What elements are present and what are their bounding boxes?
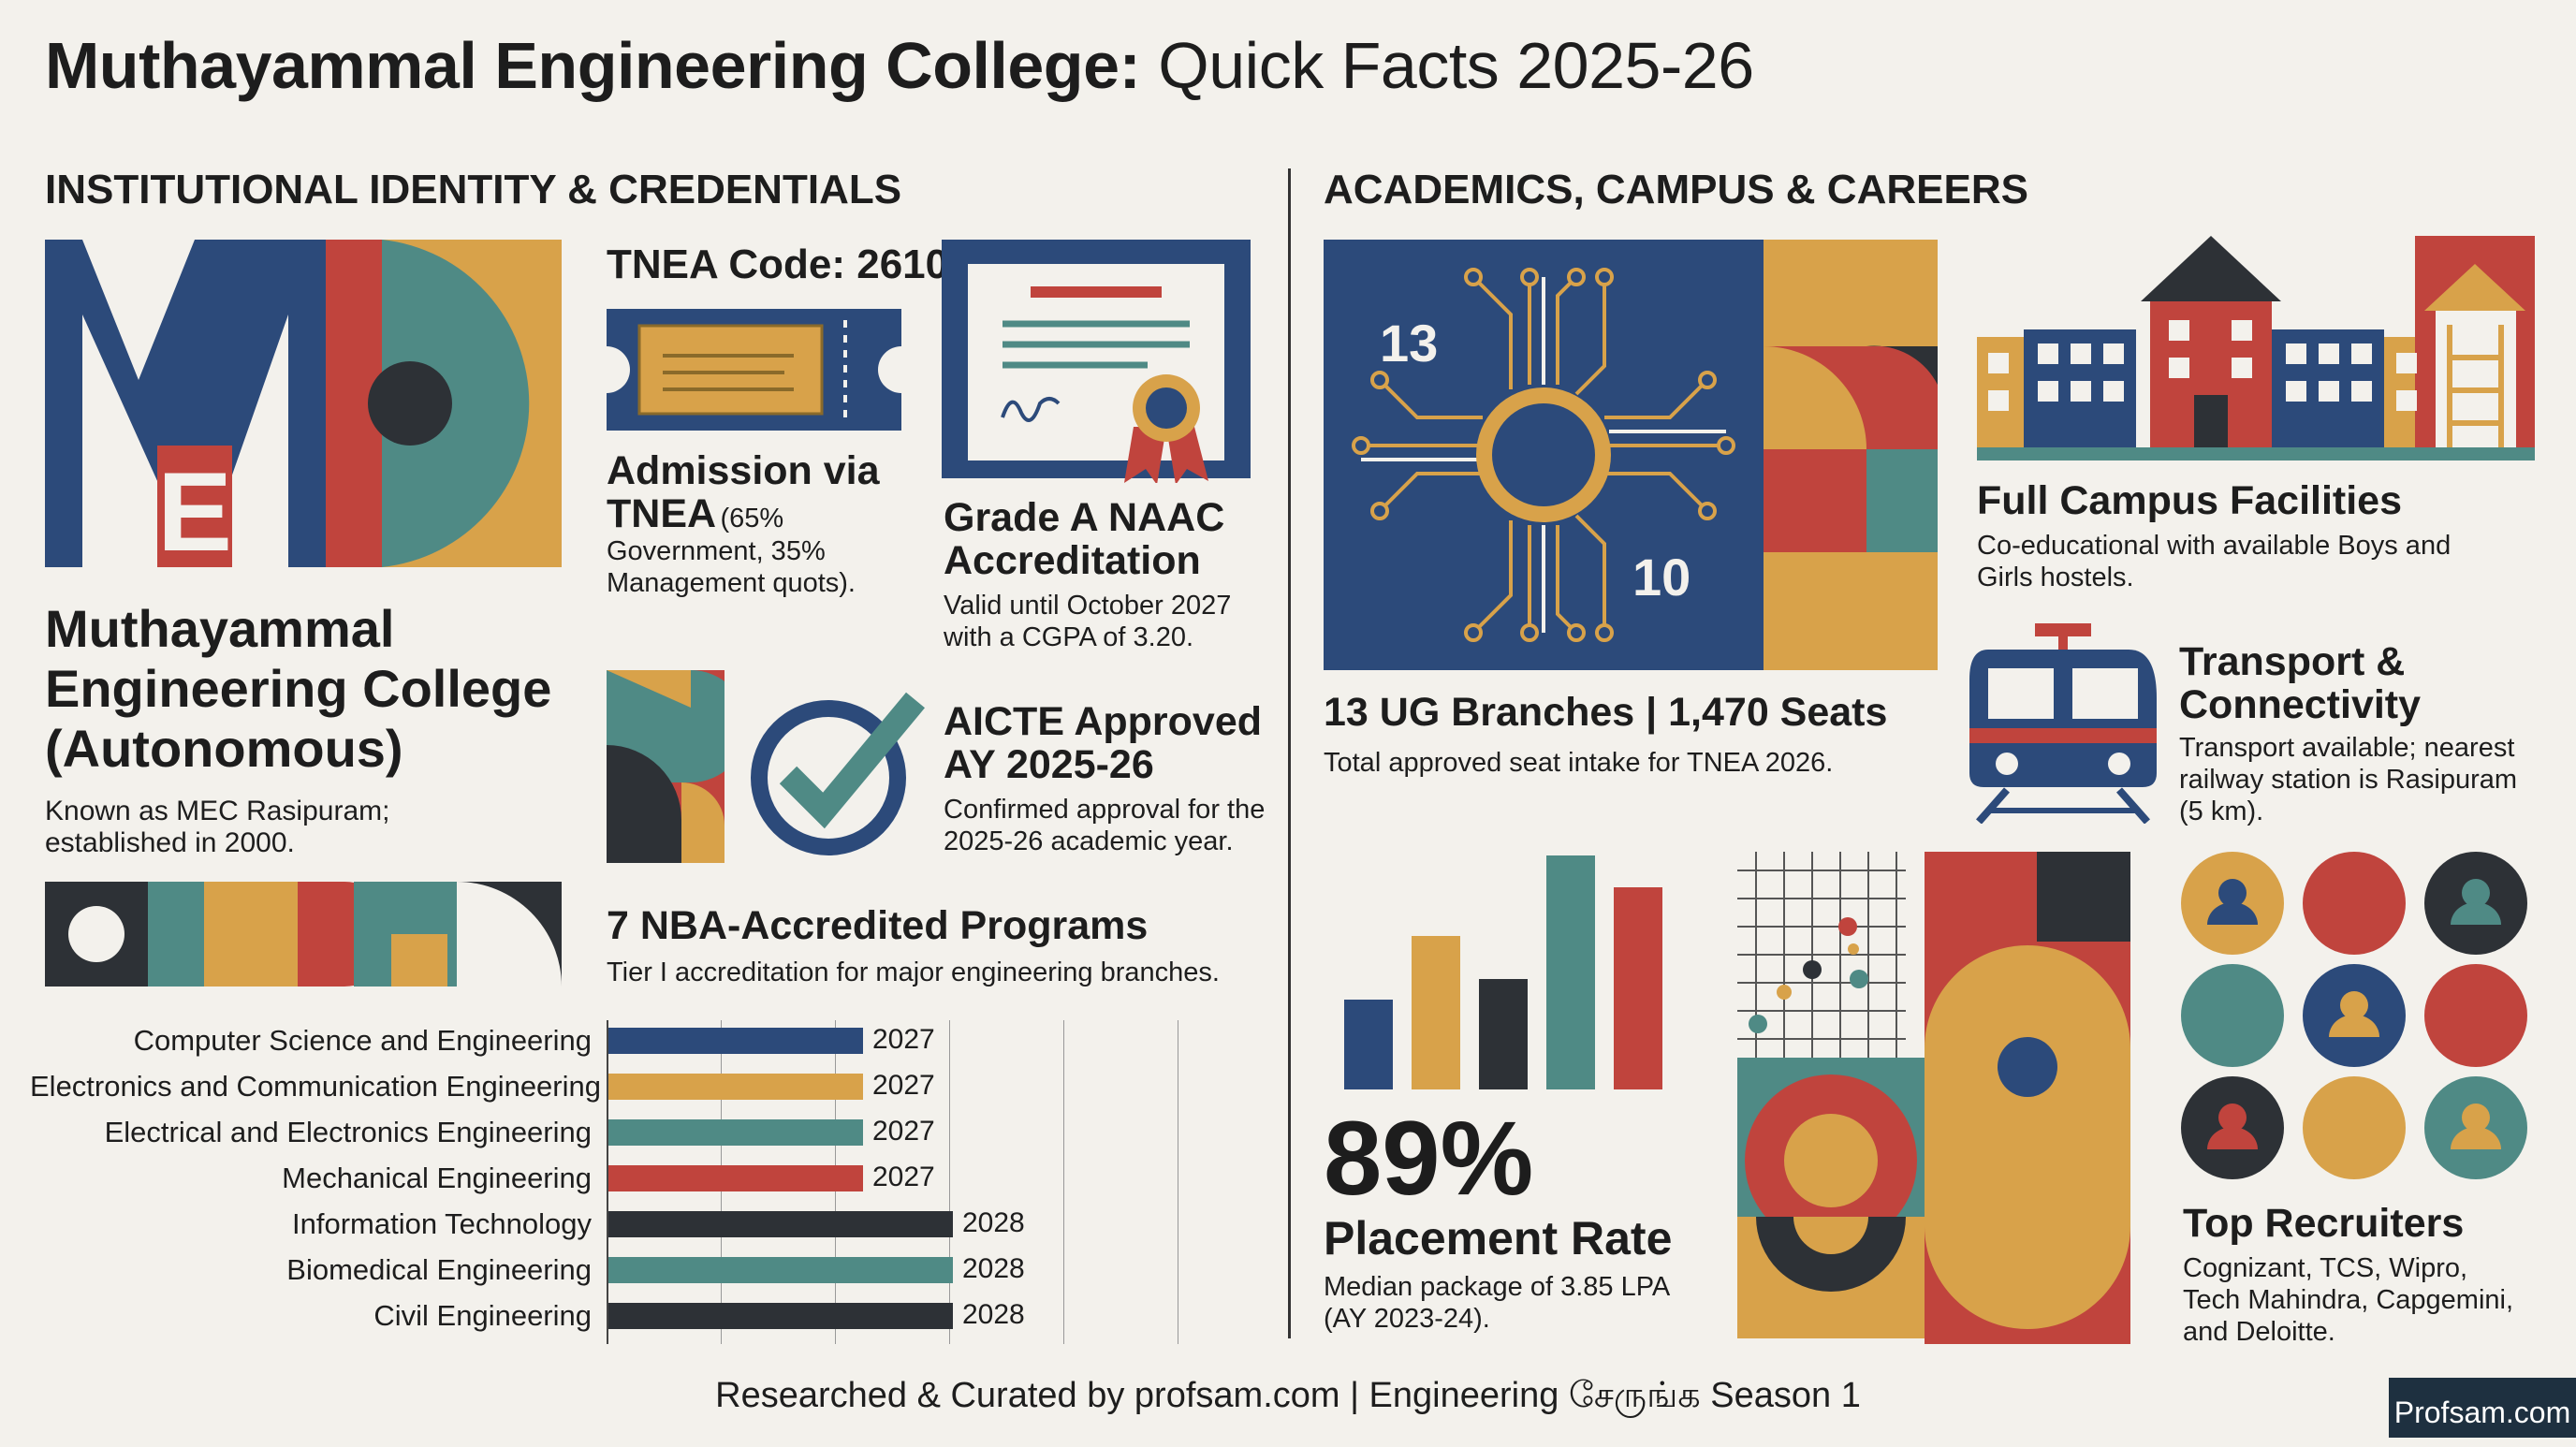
nba-valid-year: 2028 [962, 1207, 1025, 1238]
aicte-title-line-1: AICTE Approved [944, 699, 1263, 744]
nba-program-name: Biomedical Engineering [286, 1253, 592, 1286]
recruiters-desc-line-1: Cognizant, TCS, Wipro, [2183, 1253, 2468, 1283]
recruiters-desc: Cognizant, TCS, Wipro, Tech Mahindra, Ca… [2183, 1252, 2513, 1348]
certificate-icon [942, 240, 1251, 485]
placement-title: Placement Rate [1324, 1212, 1673, 1264]
nba-bar [608, 1257, 953, 1283]
branches-desc: Total approved seat intake for TNEA 2026… [1324, 748, 1834, 778]
nba-program-name: Mechanical Engineering [282, 1162, 592, 1194]
nba-program-name: Electronics and Communication Engineerin… [30, 1070, 601, 1103]
transport-title-line-1: Transport & [2179, 639, 2406, 684]
placement-desc-line-1: Median package of 3.85 LPA [1324, 1272, 1671, 1302]
nba-title: 7 NBA-Accredited Programs [607, 903, 1149, 948]
gridline [949, 1020, 950, 1344]
naac-block: Grade A NAAC Accreditation Valid until O… [944, 496, 1281, 653]
train-icon [1969, 623, 2157, 825]
nba-bar [608, 1303, 953, 1329]
college-name: Muthayammal Engineering College (Autonom… [45, 599, 551, 779]
nba-program-name: Electrical and Electronics Engineering [104, 1116, 592, 1148]
naac-title-line-2: Accreditation [944, 538, 1201, 583]
ticket-icon [607, 309, 901, 431]
campus-desc-line-2: Girls hostels. [1977, 563, 2134, 592]
aicte-block: AICTE Approved AY 2025-26 Confirmed appr… [944, 700, 1290, 857]
nba-bar [608, 1165, 863, 1191]
college-name-line-1: Muthayammal [45, 599, 395, 658]
title-subtitle: Quick Facts 2025-26 [1158, 29, 1754, 102]
admission-block: Admission via TNEA (65% Government, 35% … [607, 449, 887, 599]
nba-bar [608, 1119, 863, 1146]
admission-paren: (65% [720, 504, 784, 533]
campus-desc: Co-educational with available Boys and G… [1977, 530, 2451, 593]
recruiters-desc-line-2: Tech Mahindra, Capgemini, [2183, 1285, 2514, 1315]
college-name-line-2: Engineering College [45, 659, 552, 718]
nba-valid-year: 2028 [962, 1299, 1025, 1330]
aicte-desc-line-1: Confirmed approval for the [944, 795, 1266, 825]
nba-valid-year: 2027 [872, 1024, 935, 1055]
column-divider [1288, 168, 1291, 1338]
nba-bar [608, 1211, 953, 1237]
page-title: Muthayammal Engineering College: Quick F… [45, 28, 1754, 103]
naac-desc-line-1: Valid until October 2027 [944, 591, 1232, 621]
nba-valid-year: 2027 [872, 1116, 935, 1147]
recruiters-desc-line-3: and Deloitte. [2183, 1317, 2335, 1347]
admission-title-line-1: Admission via [607, 448, 880, 493]
admission-desc-line-2: Management quots). [607, 568, 856, 598]
decorative-shape-strip [45, 882, 562, 987]
known-as-line-1: Known as MEC Rasipuram; [45, 796, 390, 826]
campus-title: Full Campus Facilities [1977, 478, 2402, 523]
nba-valid-year: 2027 [872, 1070, 935, 1101]
section-title-identity: INSTITUTIONAL IDENTITY & CREDENTIALS [45, 167, 902, 212]
admission-title-line-2: TNEA [607, 491, 717, 536]
abstract-geometric-panel [1737, 852, 2130, 1344]
aicte-desc-line-2: 2025-26 academic year. [944, 826, 1234, 856]
college-known-as: Known as MEC Rasipuram; established in 2… [45, 796, 389, 859]
bar-axis [607, 1020, 608, 1344]
decorative-bar-graphic [1344, 854, 1662, 1089]
nba-program-name: Computer Science and Engineering [133, 1024, 592, 1057]
placement-desc-line-2: (AY 2023-24). [1324, 1304, 1490, 1334]
aicte-title-line-2: AY 2025-26 [944, 742, 1154, 787]
title-bold: Muthayammal Engineering College: [45, 29, 1141, 102]
naac-desc-line-2: with a CGPA of 3.20. [944, 622, 1194, 652]
placement-value: 89% [1324, 1100, 1534, 1217]
campus-desc-line-1: Co-educational with available Boys and [1977, 531, 2452, 561]
nba-valid-year: 2027 [872, 1162, 935, 1192]
recruiters-title: Top Recruiters [2183, 1201, 2465, 1246]
section-title-academics: ACADEMICS, CAMPUS & CAREERS [1324, 167, 2028, 212]
chip-number-b: 10 [1632, 548, 1690, 607]
tnea-code: TNEA Code: 2610 [607, 241, 949, 287]
recruiter-avatar-grid [2181, 852, 2537, 1179]
naac-title-line-1: Grade A NAAC [944, 495, 1225, 540]
chip-number-a: 13 [1380, 314, 1438, 373]
nba-program-name: Civil Engineering [373, 1299, 592, 1332]
campus-building-icon [1977, 236, 2535, 460]
transport-title-line-2: Connectivity [2179, 682, 2422, 727]
known-as-line-2: established in 2000. [45, 827, 295, 858]
nba-desc: Tier I accreditation for major engineeri… [607, 957, 1220, 987]
check-circle-icon [749, 689, 927, 857]
nba-valid-year: 2028 [962, 1253, 1025, 1284]
decorative-quarter-shapes [607, 670, 747, 863]
transport-desc-line-3: (5 km). [2179, 797, 2264, 826]
nba-bar [608, 1074, 863, 1100]
placement-desc: Median package of 3.85 LPA (AY 2023-24). [1324, 1271, 1670, 1335]
circuit-chip-graphic: 13 10 [1324, 240, 1946, 670]
profsam-brand-link[interactable]: Profsam.com [2389, 1378, 2576, 1438]
nba-program-name: Information Technology [292, 1207, 592, 1240]
college-name-line-3: (Autonomous) [45, 719, 403, 778]
footer-credit: Researched & Curated by profsam.com | En… [715, 1376, 1861, 1415]
svg-text:E: E [157, 449, 232, 567]
branches-title: 13 UG Branches | 1,470 Seats [1324, 690, 1888, 735]
transport-desc-line-2: railway station is Rasipuram [2179, 765, 2518, 795]
mec-logo: E [45, 240, 562, 575]
admission-desc-line-1: Government, 35% [607, 536, 826, 566]
transport-block: Transport & Connectivity Transport avail… [2179, 640, 2554, 827]
transport-desc-line-1: Transport available; nearest [2179, 733, 2515, 763]
nba-bar [608, 1028, 863, 1054]
gridline [1063, 1020, 1064, 1344]
